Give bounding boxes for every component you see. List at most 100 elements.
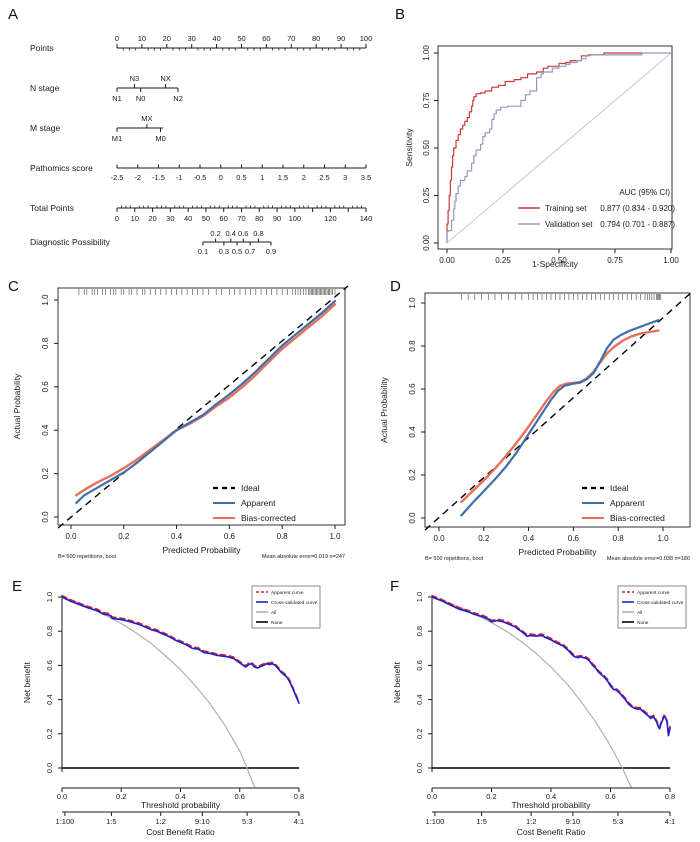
x-tick-label: 1.0 bbox=[329, 532, 341, 541]
cb-tick-label: 1:5 bbox=[476, 817, 486, 826]
category-label: N3 bbox=[130, 74, 140, 83]
tick-label: 3 bbox=[343, 173, 347, 182]
tick-label: 0.5 bbox=[232, 247, 242, 256]
y-tick-label: 0.4 bbox=[415, 694, 424, 704]
nomogram-row-label: N stage bbox=[30, 83, 60, 93]
x-axis-title: Predicted Probability bbox=[163, 545, 242, 555]
tick-label: 60 bbox=[262, 34, 270, 43]
ideal-line bbox=[424, 290, 694, 531]
tick-label: 80 bbox=[255, 214, 263, 223]
y-tick-label: 1.0 bbox=[415, 592, 424, 602]
nomogram-row-label: Total Points bbox=[30, 203, 74, 213]
legend-entry-label: Bias-corrected bbox=[241, 513, 296, 523]
apparent-curve bbox=[431, 594, 671, 735]
all-curve bbox=[431, 596, 632, 788]
roc-plot: 0.00 0.25 0.50 0.75 1.00 0.00 0.25 0.50 0.75 1.00… bbox=[404, 45, 679, 269]
tick-label: 0 bbox=[115, 214, 119, 223]
apparent-curve bbox=[61, 594, 300, 703]
x-axis-title: Threshold probability bbox=[512, 800, 592, 810]
tick-label: 0.7 bbox=[245, 247, 255, 256]
apparent-curve bbox=[460, 319, 660, 517]
y-tick-label: 0.75 bbox=[422, 92, 431, 108]
panel-label-c: C bbox=[8, 278, 19, 295]
tick-label: 100 bbox=[289, 214, 302, 223]
tick-label: 50 bbox=[237, 34, 245, 43]
y-tick-label: 0.2 bbox=[415, 729, 424, 739]
y-tick-label: 0.0 bbox=[408, 512, 417, 524]
cb-tick-label: 5:3 bbox=[242, 817, 252, 826]
legend-entry-label: All bbox=[637, 610, 642, 616]
nomogram-row-label: Pathomics score bbox=[30, 163, 93, 173]
dca-plot-training: 0.0 0.2 0.4 0.6 0.8 1.0 Net benefit 0.0 0.2 0.4 0.… bbox=[22, 585, 321, 837]
y-tick-label: 0.6 bbox=[45, 660, 54, 670]
plot-box bbox=[424, 292, 691, 528]
tick-label: 30 bbox=[188, 34, 196, 43]
y-tick-label: 1.0 bbox=[45, 592, 54, 602]
x-tick-label: 1.00 bbox=[663, 256, 679, 265]
x-tick-label: 0.2 bbox=[116, 792, 126, 801]
x-tick-label: 1.0 bbox=[657, 534, 669, 543]
x-tick-label: 0.4 bbox=[523, 534, 535, 543]
y-tick-label: 0.2 bbox=[45, 729, 54, 739]
category-label: NX bbox=[160, 74, 170, 83]
tick-label: 20 bbox=[163, 34, 171, 43]
x-tick-label: 0.8 bbox=[613, 534, 625, 543]
cb-tick-label: 1:100 bbox=[426, 817, 445, 826]
y-tick-label: 0.0 bbox=[45, 763, 54, 773]
y-axis-title: Sensitivity bbox=[404, 128, 414, 167]
category-label: M1 bbox=[112, 134, 122, 143]
x-tick-label: 0.0 bbox=[433, 534, 445, 543]
tick-label: 70 bbox=[287, 34, 295, 43]
tick-label: 1 bbox=[260, 173, 264, 182]
cb-tick-label: 4:1 bbox=[665, 817, 675, 826]
legend-box bbox=[617, 585, 687, 629]
category-label: N0 bbox=[136, 94, 146, 103]
cb-axis-title: Cost Benefit Ratio bbox=[146, 827, 215, 837]
roc-curve bbox=[446, 52, 671, 243]
y-tick-label: 1.00 bbox=[422, 45, 431, 61]
y-axis-title: Net benefit bbox=[392, 661, 402, 703]
tick-label: 30 bbox=[166, 214, 174, 223]
y-axis-title: Actual Probability bbox=[12, 373, 22, 439]
cb-tick-label: 1:5 bbox=[106, 817, 116, 826]
y-tick-label: 0.8 bbox=[415, 626, 424, 636]
tick-label: 0 bbox=[115, 34, 119, 43]
legend-series-label: Training set bbox=[545, 204, 587, 213]
x-tick-label: 0.75 bbox=[607, 256, 623, 265]
nomogram-row-label: Diagnostic Possibility bbox=[30, 237, 111, 247]
x-tick-label: 0.0 bbox=[57, 792, 67, 801]
panel-e-dca-training: E 0.0 0.2 0.4 0.6 0.8 1.0 Net benefit 0.0 0.2 0.4… bbox=[0, 570, 360, 842]
x-axis-title: Threshold probability bbox=[141, 800, 221, 810]
x-tick-label: 0.4 bbox=[546, 792, 556, 801]
y-tick-label: 0.4 bbox=[408, 426, 417, 438]
y-tick-label: 0.6 bbox=[408, 383, 417, 395]
cb-tick-label: 1:2 bbox=[526, 817, 536, 826]
legend-entry-label: Bias-corrected bbox=[610, 513, 665, 523]
calibration-plot-training: 0.0 0.2 0.4 0.6 0.8 1.0 0.0 0.2 0.4 0.6 0.8 1.0 Actu… bbox=[12, 285, 349, 560]
legend-entry-label: Cross-validated curve bbox=[637, 600, 684, 606]
tick-label: 0.6 bbox=[238, 229, 248, 238]
legend-auc-value: 0.794 (0.701 - 0.887) bbox=[600, 220, 675, 229]
apparent-curve bbox=[75, 300, 337, 504]
footnote-left: B= 500 repetitions, boot bbox=[425, 556, 484, 562]
footnote-left: B= 500 repetitions, boot bbox=[58, 554, 117, 560]
y-tick-label: 0.0 bbox=[41, 511, 50, 523]
cross-validated-curve bbox=[61, 596, 300, 704]
panel-c-calibration-training: C 0.0 0.2 0.4 0.6 0.8 1.0 0.0 0.2 0.4 0.6 0.8 1.0 Ac… bbox=[0, 270, 360, 570]
tick-label: 0.2 bbox=[210, 229, 220, 238]
tick-label: 40 bbox=[184, 214, 192, 223]
x-tick-label: 0.2 bbox=[118, 532, 130, 541]
category-label: MX bbox=[141, 114, 152, 123]
dca-plot-validation: 0.0 0.2 0.4 0.6 0.8 1.0 Net benefit 0.0 0.2 0.4 0.… bbox=[392, 585, 687, 837]
legend-entry-label: Ideal bbox=[610, 483, 629, 493]
y-tick-label: 0.50 bbox=[422, 140, 431, 156]
panel-b-roc: B 0.00 0.25 0.50 0.75 1.00 0.00 0.25 0.50 0.75 1.… bbox=[390, 0, 700, 270]
tick-label: 100 bbox=[360, 34, 373, 43]
tick-label: 0.9 bbox=[266, 247, 276, 256]
bias-corrected-curve bbox=[460, 329, 660, 504]
y-tick-label: 1.0 bbox=[408, 297, 417, 309]
x-tick-label: 0.25 bbox=[495, 256, 511, 265]
tick-label: 3.5 bbox=[361, 173, 371, 182]
